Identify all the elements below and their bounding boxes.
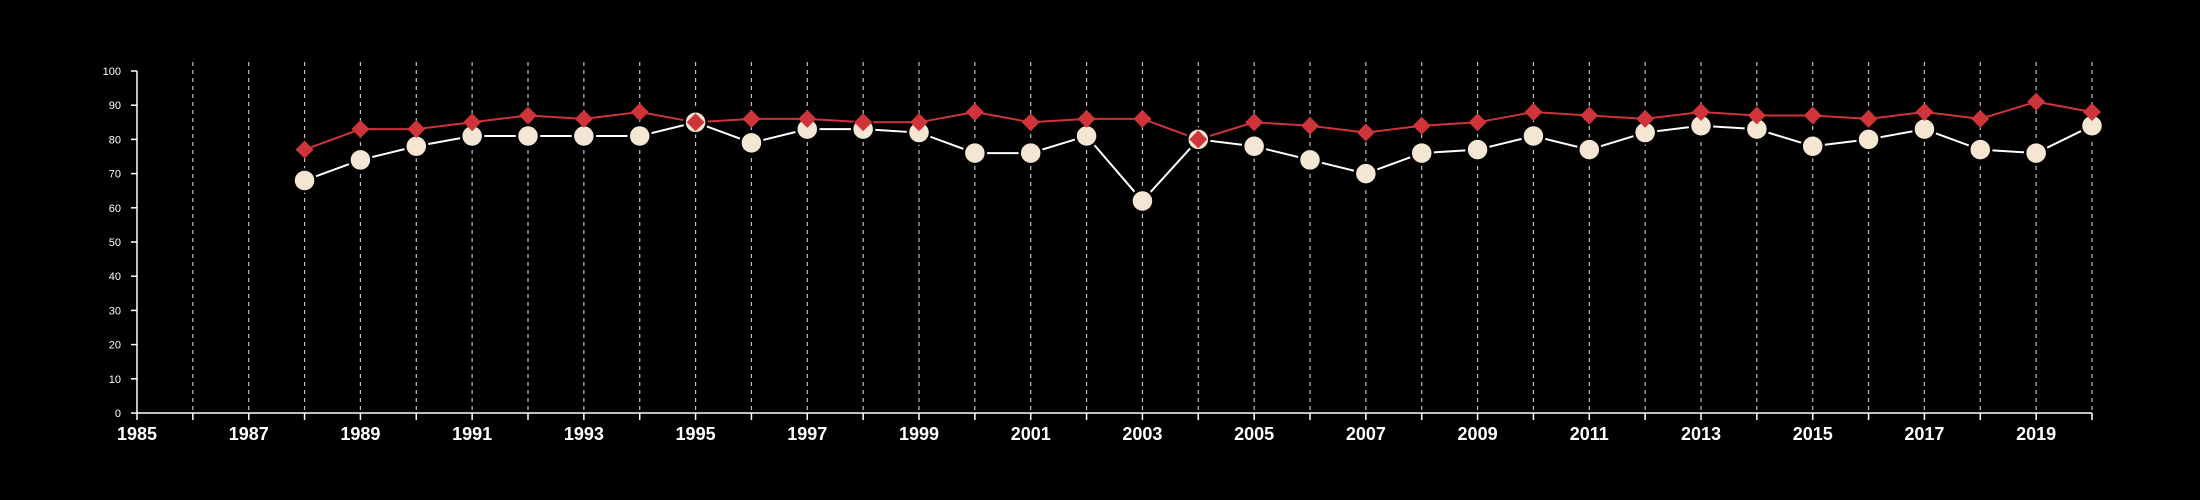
x-tick-label: 2001 (1011, 424, 1051, 444)
circle-point (1018, 140, 1043, 166)
circle-point (1800, 133, 1825, 159)
circle-point (571, 123, 597, 149)
y-tick-label: 100 (103, 66, 121, 78)
x-tick-label: 2007 (1346, 424, 1386, 444)
diamond-point (1468, 113, 1487, 132)
diamond-point (1636, 109, 1655, 128)
circle-point (1241, 133, 1267, 159)
circle-point (515, 123, 541, 149)
diamond-point (1356, 123, 1375, 142)
y-tick-label: 40 (109, 271, 121, 283)
diamond-point (1245, 113, 1264, 132)
diamond-point (742, 109, 761, 128)
circle-point (1074, 123, 1099, 149)
diamond-point (854, 113, 873, 132)
diamond-point (2027, 92, 2046, 111)
x-tick-label: 2009 (1458, 424, 1498, 444)
circle-point (1353, 161, 1379, 186)
x-tick-label: 1989 (340, 424, 380, 444)
diamond-point (1301, 116, 1319, 135)
axes: 0 10 20 30 40 50 60 70 80 90 100 1985 1987 1989 1991 19… (103, 66, 2093, 444)
y-tick-label: 50 (109, 237, 121, 249)
x-tick-label: 2005 (1234, 424, 1274, 444)
x-tick-label: 2003 (1122, 424, 1162, 444)
y-tick-label: 70 (109, 169, 121, 181)
y-tick-label: 10 (109, 374, 121, 386)
x-tick-label: 2015 (1793, 424, 1833, 444)
diamond-point (910, 113, 928, 132)
x-tick-label: 1997 (787, 424, 827, 444)
circle-point (1968, 137, 1993, 162)
x-tick-label: 1991 (452, 424, 492, 444)
circle-point (1409, 140, 1434, 166)
circle-point (2023, 140, 2049, 166)
diamond-point (798, 109, 817, 128)
x-tick-label: 2019 (2016, 424, 2056, 444)
diamond-point (1133, 109, 1152, 128)
circle-point (1912, 116, 1937, 142)
diamond-point (463, 113, 482, 132)
x-tick-label: 1993 (564, 424, 604, 444)
diamond-point (351, 120, 370, 139)
y-tick-label: 0 (115, 408, 121, 420)
y-tick-label: 90 (109, 100, 121, 112)
x-tick-label: 1987 (229, 424, 269, 444)
diamond-point (295, 140, 314, 159)
diamond-point (1189, 130, 1208, 149)
diamond-point (686, 113, 705, 132)
diamond-point (1580, 106, 1599, 125)
diamond-point (2083, 103, 2101, 122)
circle-point (1521, 123, 1546, 149)
y-tick-label: 80 (109, 134, 121, 146)
y-tick-label: 20 (109, 340, 121, 352)
diamond-point (1859, 109, 1878, 128)
diamond-point (1747, 106, 1766, 125)
diamond-point (965, 103, 984, 122)
diamond-point (1803, 106, 1822, 125)
series (292, 92, 2105, 214)
y-tick-label: 30 (109, 305, 121, 317)
diamond-point (407, 120, 426, 139)
circle-point (1465, 137, 1490, 162)
circle-point (404, 133, 429, 159)
diamond-point (1915, 103, 1934, 122)
x-tick-label: 1995 (676, 424, 716, 444)
circle-point (627, 123, 652, 149)
circle-point (1856, 127, 1881, 152)
circle-point (1577, 137, 1602, 162)
diamond-point (519, 106, 537, 125)
circle-point (962, 140, 988, 166)
circle-point (348, 147, 373, 173)
diamond-point (1692, 103, 1710, 122)
diamond-point (1077, 109, 1096, 128)
circle-point (1297, 147, 1323, 173)
circle-point (292, 168, 317, 193)
x-tick-label: 2013 (1681, 424, 1721, 444)
diamond-point (574, 109, 593, 128)
diamond-point (1021, 113, 1040, 132)
diamond-point (1971, 109, 1990, 128)
circle-point (739, 130, 764, 156)
diamond-point (630, 103, 649, 122)
diamond-point (1524, 103, 1543, 122)
x-tick-label: 1985 (117, 424, 157, 444)
diamond-point (1412, 116, 1431, 135)
x-tick-label: 2011 (1570, 424, 1609, 444)
x-tick-label: 1999 (899, 424, 939, 444)
circle-point (1130, 188, 1155, 214)
y-tick-label: 60 (109, 203, 121, 215)
x-tick-label: 2017 (1904, 424, 1944, 444)
